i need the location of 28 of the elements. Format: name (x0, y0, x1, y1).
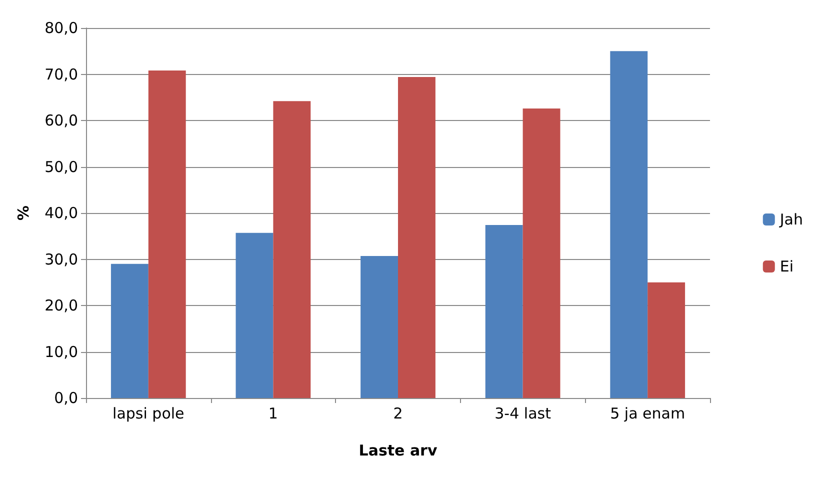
bar (110, 264, 148, 398)
y-tick-label: 50,0 (44, 158, 78, 176)
legend-label: Jah (778, 210, 803, 228)
y-tick-label: 70,0 (44, 65, 78, 84)
bar (360, 256, 398, 398)
bar (148, 70, 186, 398)
bar (273, 101, 311, 398)
x-tick-label: 2 (393, 404, 403, 422)
x-tick-label: 1 (268, 404, 278, 422)
y-tick-label: 60,0 (44, 112, 78, 130)
x-tick-label: 5 ja enam (610, 404, 686, 422)
x-tick-label: 3-4 last (494, 404, 552, 422)
bar (398, 77, 436, 398)
x-tick-label: lapsi pole (112, 404, 184, 422)
y-tick-label: 40,0 (44, 204, 78, 222)
y-axis-title: % (14, 205, 32, 221)
y-tick-label: 10,0 (44, 342, 78, 361)
legend-label: Ei (780, 258, 794, 276)
y-tick-label: 80,0 (44, 19, 78, 37)
bar (485, 225, 523, 398)
y-tick-label: 30,0 (44, 250, 78, 268)
bar (610, 51, 648, 398)
bar (522, 108, 560, 398)
bar (648, 282, 686, 398)
bar (236, 232, 274, 398)
y-tick-label: 20,0 (44, 296, 78, 314)
x-axis-title: Laste arv (358, 442, 438, 460)
y-tick-label: 0,0 (54, 389, 78, 407)
